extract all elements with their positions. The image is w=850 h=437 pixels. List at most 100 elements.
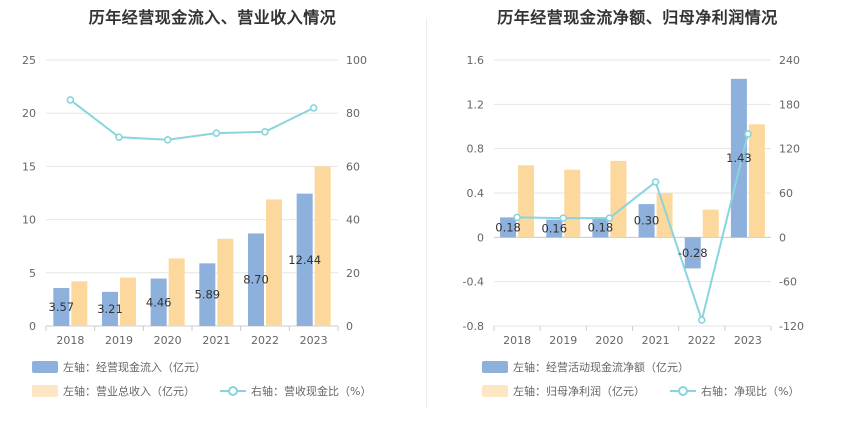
ratio-point — [163, 136, 172, 144]
y-right-tick-label: 60 — [779, 187, 793, 200]
y-left-tick-label: 0 — [29, 320, 36, 333]
bar-value-label: 1.43 — [726, 151, 752, 165]
y-left-tick-label: 0 — [477, 231, 484, 244]
bar-primary — [248, 233, 264, 326]
y-right-tick-label: -120 — [779, 320, 804, 333]
bar-secondary — [702, 209, 719, 238]
legend-item-revenue[interactable]: 左轴：营业总收入（亿元） — [32, 383, 195, 399]
x-tick-label: 2018 — [56, 334, 84, 347]
ratio-point — [66, 96, 75, 104]
ratio-point — [115, 133, 123, 141]
x-tick-label: 2020 — [595, 334, 623, 347]
bar-value-label: 0.18 — [588, 220, 614, 234]
y-right-tick-label: 180 — [779, 98, 800, 111]
legend-swatch-orange — [32, 385, 58, 397]
x-tick-label: 2021 — [202, 334, 230, 347]
ratio-point — [744, 130, 752, 138]
ratio-line — [517, 133, 749, 324]
y-right-tick-label: -60 — [779, 276, 797, 289]
legend-swatch-line — [220, 385, 246, 397]
bar-secondary — [564, 169, 581, 238]
bar-secondary — [71, 281, 88, 326]
chart-panel-net-cash: 历年经营现金流净额、归母净利润情况 -0.8 -120 -0.4 -60 0 0 0.4 60… — [425, 0, 850, 437]
legend-item-net-profit[interactable]: 左轴：归母净利润（亿元） — [482, 383, 645, 399]
y-left-tick-label: 20 — [22, 107, 36, 120]
legend-swatch-orange — [482, 385, 508, 397]
ratio-point — [697, 316, 706, 324]
bar-value-label: 0.30 — [634, 214, 660, 228]
x-tick-label: 2023 — [734, 334, 762, 347]
bar-secondary — [266, 199, 282, 326]
legend-label: 左轴：营业总收入（亿元） — [63, 385, 195, 398]
ratio-point — [605, 214, 614, 222]
bar-primary — [684, 237, 701, 269]
chart-plot-net-cash: -0.8 -120 -0.4 -60 0 0 0.4 60 0.8 120 1.2 180 1.6 240… — [463, 54, 804, 347]
y-left-tick-label: 15 — [22, 160, 36, 173]
y-right-tick-label: 0 — [346, 320, 353, 333]
bar-secondary — [120, 277, 136, 326]
bar-value-label: -0.28 — [678, 246, 708, 260]
legend-swatch-blue — [482, 361, 508, 373]
chart-panel-cash-inflow: 历年经营现金流入、营业收入情况 0 0 5 20 10 40 15 60 20 80 25 100 20… — [22, 8, 371, 399]
y-left-tick-label: 0.4 — [467, 187, 485, 200]
y-left-tick-label: 1.2 — [467, 98, 485, 111]
legend-swatch-line — [670, 385, 696, 397]
x-tick-label: 2018 — [503, 334, 531, 347]
y-left-tick-label: -0.8 — [463, 320, 484, 333]
y-right-tick-label: 40 — [346, 214, 360, 227]
bar-secondary — [314, 166, 331, 326]
y-right-tick-label: 60 — [346, 160, 360, 173]
bar-primary — [592, 217, 609, 238]
bar-secondary — [656, 193, 673, 238]
legend-item-ratio[interactable]: 右轴：营收现金比（%） — [220, 383, 371, 399]
bar-primary — [53, 288, 70, 326]
bar-value-label: 3.21 — [97, 302, 123, 316]
legend-label: 右轴：净现比（%） — [701, 385, 800, 398]
legend-item-cash-inflow[interactable]: 左轴：经营现金流入（亿元） — [32, 359, 206, 375]
bar-primary — [638, 204, 655, 238]
chart-plot-cash-inflow: 0 0 5 20 10 40 15 60 20 80 25 100 2018 2019 2020 2021 20… — [22, 54, 367, 347]
bar-value-label: 0.16 — [541, 221, 567, 235]
ratio-point — [261, 128, 269, 136]
ratio-line — [69, 99, 315, 141]
x-tick-label: 2022 — [251, 334, 279, 347]
y-right-tick-label: 100 — [346, 54, 367, 67]
bar-value-label: 0.18 — [495, 220, 521, 234]
y-right-tick-label: 20 — [346, 267, 360, 280]
ratio-point — [212, 129, 221, 137]
bar-secondary — [217, 238, 234, 326]
y-left-tick-label: 10 — [22, 214, 36, 227]
legend-label: 右轴：营收现金比（%） — [251, 385, 372, 398]
panel-divider — [426, 18, 427, 408]
chart-title: 历年经营现金流入、营业收入情况 — [88, 8, 337, 27]
legend-label: 左轴：归母净利润（亿元） — [513, 385, 645, 398]
x-tick-label: 2020 — [154, 334, 182, 347]
y-left-tick-label: 1.6 — [467, 54, 485, 67]
bar-value-label: 3.57 — [49, 300, 75, 314]
x-tick-label: 2019 — [105, 334, 133, 347]
bar-primary — [150, 278, 167, 326]
chart-title: 历年经营现金流净额、归母净利润情况 — [497, 8, 778, 27]
bar-secondary — [610, 160, 627, 238]
bar-primary — [296, 193, 313, 326]
x-tick-label: 2023 — [300, 334, 328, 347]
bar-secondary — [748, 124, 765, 238]
y-right-tick-label: 80 — [346, 107, 360, 120]
y-right-tick-label: 240 — [779, 54, 800, 67]
bar-secondary — [518, 165, 535, 238]
ratio-point — [309, 104, 318, 112]
ratio-point — [513, 213, 521, 222]
bar-value-label: 8.70 — [243, 273, 269, 287]
bar-value-label: 12.44 — [288, 253, 321, 267]
ratio-point — [559, 214, 568, 222]
x-tick-label: 2022 — [688, 334, 716, 347]
y-right-tick-label: 120 — [779, 143, 800, 156]
legend-item-net-cash-ratio[interactable]: 右轴：净现比（%） — [670, 383, 799, 399]
legend-label: 左轴：经营现金流入（亿元） — [63, 361, 206, 374]
bar-value-label: 5.89 — [195, 288, 221, 302]
x-tick-label: 2019 — [549, 334, 577, 347]
bar-primary — [730, 78, 747, 238]
ratio-point — [651, 178, 660, 186]
y-left-tick-label: 5 — [29, 267, 36, 280]
legend-item-net-cash-flow[interactable]: 左轴：经营活动现金流净额（亿元） — [482, 359, 689, 375]
